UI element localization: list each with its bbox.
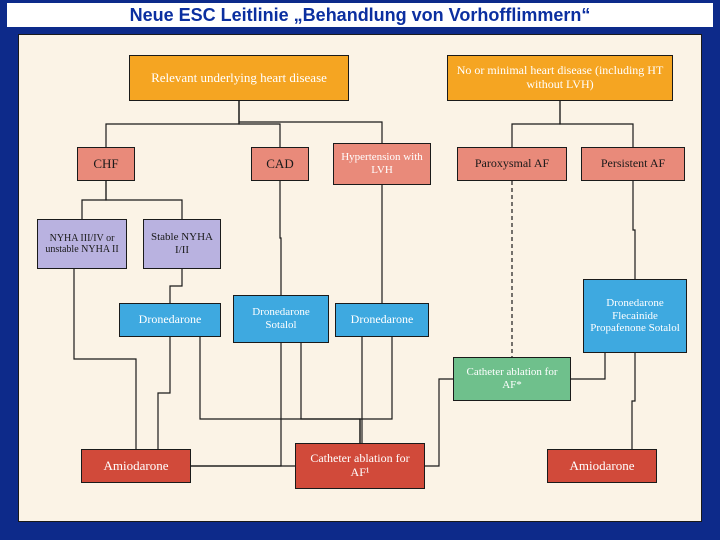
node-chf: CHF [77,147,135,181]
node-nyha34: NYHA III/IV or unstable NYHA II [37,219,127,269]
title-bar: Neue ESC Leitlinie „Behandlung von Vorho… [6,2,714,28]
node-nyha12: Stable NYHA I/II [143,219,221,269]
title-text: Neue ESC Leitlinie „Behandlung von Vorho… [130,5,591,26]
node-drone2: Dronedarone [335,303,429,337]
node-cad: CAD [251,147,309,181]
node-persist: Persistent AF [581,147,685,181]
node-htlvh: Hypertension with LVH [333,143,431,185]
node-nominal: No or minimal heart disease (including H… [447,55,673,101]
node-cathaf1: Catheter ablation for AF¹ [295,443,425,489]
node-amio1: Amiodarone [81,449,191,483]
node-drone1: Dronedarone [119,303,221,337]
node-dronesot: Dronedarone Sotalol [233,295,329,343]
node-amio2: Amiodarone [547,449,657,483]
node-dflecpro: Dronedarone Flecainide Propafenone Sotal… [583,279,687,353]
node-cathaf: Catheter ablation for AF* [453,357,571,401]
slide-root: Neue ESC Leitlinie „Behandlung von Vorho… [0,0,720,540]
node-parox: Paroxysmal AF [457,147,567,181]
node-relevant: Relevant underlying heart disease [129,55,349,101]
flowchart-panel: Relevant underlying heart disease No or m… [18,34,702,522]
